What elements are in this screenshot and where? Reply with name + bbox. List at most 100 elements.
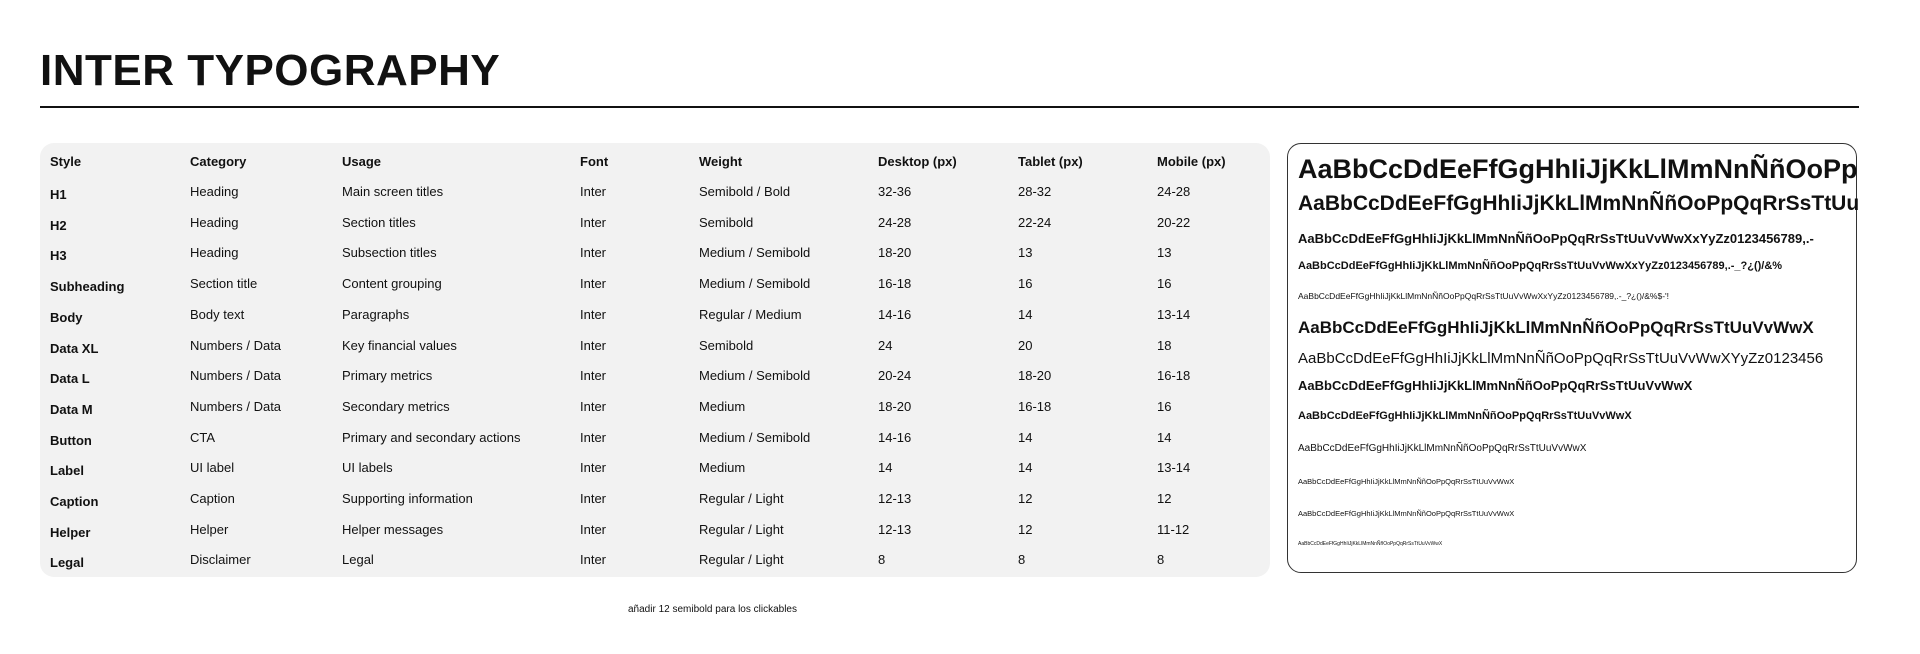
table-cell: 13: [1157, 245, 1172, 261]
table-cell: Inter: [580, 491, 607, 506]
table-cell: Helper: [190, 521, 229, 537]
table-cell: Semibold: [699, 214, 754, 230]
table-cell: Medium / Semibold: [699, 368, 811, 384]
table-cell: Content grouping: [342, 276, 442, 292]
table-cell: Section title: [190, 276, 258, 292]
specimen-line: AaBbCcDdEeFfGgHhIiJjKkLlMmNnÑñOoPpQqRrSs…: [1298, 378, 1693, 394]
column-header: Style: [50, 154, 82, 169]
table-cell: 18-20: [878, 398, 912, 414]
table-cell: Heading: [190, 214, 239, 230]
table-cell: 12: [1157, 491, 1172, 506]
table-cell: 14: [1018, 429, 1033, 445]
table-cell: 8: [1018, 552, 1026, 568]
table-cell: 12: [1018, 491, 1033, 506]
table-cell: 22-24: [1018, 214, 1052, 230]
column-header: Weight: [699, 154, 743, 169]
table-cell: Legal: [50, 555, 84, 571]
table-cell: Regular / Light: [699, 491, 784, 506]
table-cell: Numbers / Data: [190, 337, 282, 353]
table-cell: Regular / Medium: [699, 306, 802, 322]
table-cell: H1: [50, 187, 67, 202]
table-cell: 16-18: [1018, 398, 1052, 414]
table-cell: 14: [1018, 306, 1033, 322]
table-cell: Main screen titles: [342, 184, 444, 199]
specimen-panel: [1287, 143, 1857, 573]
table-cell: H3: [50, 248, 67, 264]
table-cell: 20-22: [1157, 214, 1191, 230]
specimen-line: AaBbCcDdEeFfGgHhIiJjKkLlMmNnÑñOoPpQqRrSs…: [1298, 443, 1587, 454]
specimen-line: AaBbCcDdEeFfGgHhIiJjKkLlMmNnÑñOoPpQqRrSs…: [1298, 231, 1814, 247]
table-cell: Heading: [190, 245, 239, 261]
table-cell: 24-28: [878, 214, 912, 230]
table-cell: 14-16: [878, 306, 912, 322]
table-cell: Primary metrics: [342, 368, 433, 384]
table-cell: Numbers / Data: [190, 368, 282, 384]
table-cell: 16-18: [1157, 368, 1191, 384]
table-cell: 20: [1018, 337, 1033, 353]
table-cell: UI label: [190, 460, 235, 476]
table-cell: Inter: [580, 398, 607, 414]
table-cell: 20-24: [878, 368, 912, 384]
table-cell: Label: [50, 463, 84, 479]
table-cell: 12-13: [878, 491, 912, 506]
table-cell: Medium: [699, 460, 746, 476]
table-cell: Helper messages: [342, 521, 444, 537]
table-cell: Regular / Light: [699, 552, 784, 568]
table-cell: Inter: [580, 429, 607, 445]
table-cell: Inter: [580, 214, 607, 230]
table-cell: 14: [878, 460, 893, 476]
table-cell: 13-14: [1157, 460, 1191, 476]
table-cell: Heading: [190, 184, 239, 199]
table-cell: Caption: [50, 494, 99, 509]
table-cell: 18-20: [878, 245, 912, 261]
table-cell: 32-36: [878, 184, 912, 199]
table-cell: Subheading: [50, 279, 125, 295]
table-cell: 16: [1018, 276, 1033, 292]
table-cell: Inter: [580, 552, 607, 568]
table-cell: Data XL: [50, 340, 99, 356]
table-cell: Medium / Semibold: [699, 276, 811, 292]
table-cell: 13-14: [1157, 306, 1191, 322]
table-cell: Helper: [50, 524, 91, 540]
table-cell: 18-20: [1018, 368, 1052, 384]
table-cell: Medium: [699, 398, 746, 414]
table-cell: Inter: [580, 184, 607, 199]
table-cell: 12-13: [878, 521, 912, 537]
table-cell: 14-16: [878, 429, 912, 445]
table-cell: Body text: [190, 306, 245, 322]
table-cell: Supporting information: [342, 491, 473, 506]
column-header: Font: [580, 154, 609, 169]
table-cell: Medium / Semibold: [699, 245, 811, 261]
table-cell: Disclaimer: [190, 552, 251, 568]
table: [40, 143, 1270, 577]
table-cell: Primary and secondary actions: [342, 429, 521, 445]
table-cell: Caption: [190, 491, 235, 506]
table-cell: Inter: [580, 460, 607, 476]
table-cell: Legal: [342, 552, 374, 568]
table-cell: 14: [1018, 460, 1033, 476]
table-cell: Inter: [580, 368, 607, 384]
table-cell: Button: [50, 432, 92, 448]
column-header: Tablet (px): [1018, 154, 1083, 169]
table-cell: Secondary metrics: [342, 398, 450, 414]
divider: [40, 106, 1859, 108]
table-cell: Data L: [50, 371, 90, 387]
table-cell: 28-32: [1018, 184, 1052, 199]
page-title: INTER TYPOGRAPHY: [40, 46, 501, 95]
table-cell: Semibold / Bold: [699, 184, 791, 199]
column-header: Desktop (px): [878, 154, 957, 169]
table-cell: Regular / Light: [699, 521, 784, 537]
specimen-line: AaBbCcDdEeFfGgHhIiJjKkLlMmNnÑñOoPpQqRrSs…: [1298, 476, 1515, 486]
table-cell: Subsection titles: [342, 245, 437, 261]
table-cell: 16: [1157, 276, 1172, 292]
table-cell: 24-28: [1157, 184, 1191, 199]
table-cell: Inter: [580, 245, 607, 261]
table-cell: Inter: [580, 337, 607, 353]
table-cell: UI labels: [342, 460, 393, 476]
table-cell: CTA: [190, 429, 216, 445]
specimen-line: AaBbCcDdEeFfGgHhIiJjKkLlMmNnÑñOoPpQqRrSs…: [1298, 290, 1670, 301]
table-cell: 14: [1157, 429, 1172, 445]
column-header: Category: [190, 154, 247, 169]
table-cell: 8: [1157, 552, 1165, 568]
table-cell: 18: [1157, 337, 1172, 353]
